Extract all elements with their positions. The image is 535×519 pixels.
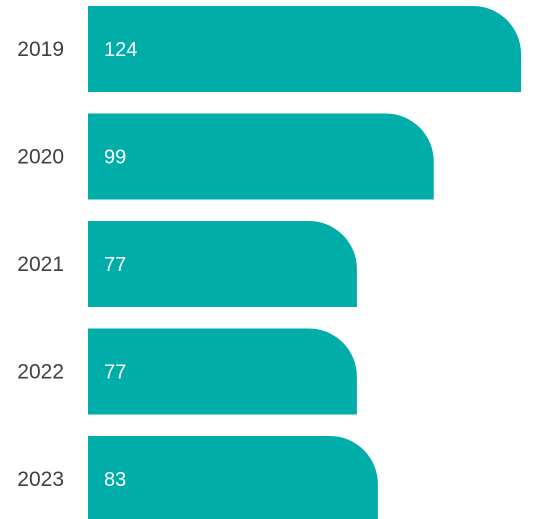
category-label-2019: 2019 (17, 38, 64, 61)
bars-layer (88, 6, 522, 519)
value-label-2021: 77 (104, 254, 126, 276)
bar-2022 (88, 328, 357, 415)
category-label-2021: 2021 (17, 253, 64, 276)
bar-2021 (88, 221, 357, 307)
category-label-2020: 2020 (17, 146, 64, 169)
value-label-2019: 124 (104, 39, 137, 61)
value-label-2023: 83 (104, 469, 126, 491)
bar-2020 (88, 113, 434, 200)
labels-layer: 2019 124 2020 99 2021 77 2022 77 2023 83 (17, 38, 137, 491)
bar-2019 (88, 6, 522, 92)
category-label-2023: 2023 (17, 468, 64, 491)
bar-2023 (88, 436, 378, 519)
value-label-2022: 77 (104, 362, 126, 384)
value-label-2020: 99 (104, 147, 126, 169)
category-label-2022: 2022 (17, 361, 64, 384)
